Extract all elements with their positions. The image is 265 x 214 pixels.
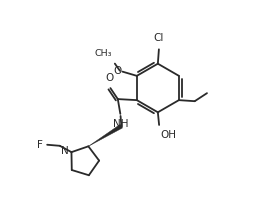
- Polygon shape: [88, 124, 122, 146]
- Text: CH₃: CH₃: [94, 49, 112, 58]
- Text: N: N: [61, 146, 69, 156]
- Text: NH: NH: [113, 119, 128, 129]
- Text: F: F: [37, 140, 43, 150]
- Text: O: O: [106, 73, 114, 83]
- Text: O: O: [113, 66, 121, 76]
- Text: Cl: Cl: [154, 33, 164, 43]
- Text: OH: OH: [160, 130, 176, 140]
